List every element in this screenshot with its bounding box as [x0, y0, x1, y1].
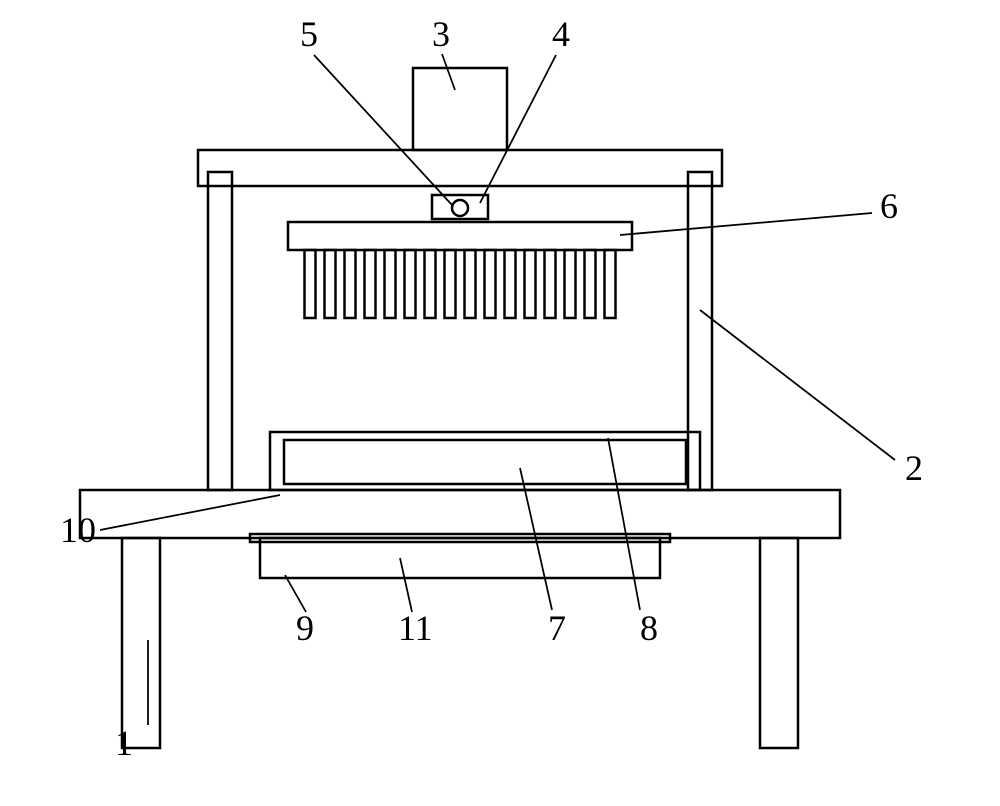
label-10: 10 — [60, 510, 96, 550]
label-9: 9 — [296, 608, 314, 648]
label-11: 11 — [398, 608, 433, 648]
tray-inner — [284, 440, 686, 484]
comb-tooth — [445, 250, 456, 318]
press-plate — [288, 222, 632, 250]
leader-line-9 — [285, 575, 306, 612]
leader-line-6 — [620, 213, 872, 235]
frame-post-left — [208, 172, 232, 490]
comb-tooth — [305, 250, 316, 318]
comb-tooth — [325, 250, 336, 318]
leader-line-4 — [480, 55, 556, 203]
leader-line-3 — [442, 54, 455, 90]
label-7: 7 — [548, 608, 566, 648]
comb-tooth — [485, 250, 496, 318]
leader-line-5 — [314, 55, 452, 205]
label-8: 8 — [640, 608, 658, 648]
comb-tooth — [505, 250, 516, 318]
engineering-figure: 1 2 3 4 5 6 7 8 9 10 11 — [0, 0, 1000, 806]
label-6: 6 — [880, 186, 898, 226]
comb-tooth — [425, 250, 436, 318]
leader-line-11 — [400, 558, 412, 612]
label-1: 1 — [115, 723, 133, 763]
comb-tooth — [365, 250, 376, 318]
leader-line-8 — [608, 438, 640, 610]
comb-tooth — [565, 250, 576, 318]
base-leg-right — [760, 538, 798, 748]
label-4: 4 — [552, 14, 570, 54]
leader-line-2 — [700, 310, 895, 460]
annotations: 1 2 3 4 5 6 7 8 9 10 11 — [60, 14, 923, 763]
frame-top — [198, 150, 722, 186]
comb-tooth — [385, 250, 396, 318]
base-top — [80, 490, 840, 538]
comb-tooth — [525, 250, 536, 318]
joint-pin — [452, 200, 468, 216]
label-2: 2 — [905, 448, 923, 488]
drawer — [260, 538, 660, 578]
comb-tooth — [585, 250, 596, 318]
comb-tooth — [605, 250, 616, 318]
comb-tooth — [465, 250, 476, 318]
leader-line-10 — [100, 495, 280, 530]
base-leg-left — [122, 538, 160, 748]
label-3: 3 — [432, 14, 450, 54]
label-5: 5 — [300, 14, 318, 54]
comb-teeth — [305, 250, 616, 318]
comb-tooth — [345, 250, 356, 318]
top-motor — [413, 68, 507, 150]
comb-tooth — [405, 250, 416, 318]
comb-tooth — [545, 250, 556, 318]
